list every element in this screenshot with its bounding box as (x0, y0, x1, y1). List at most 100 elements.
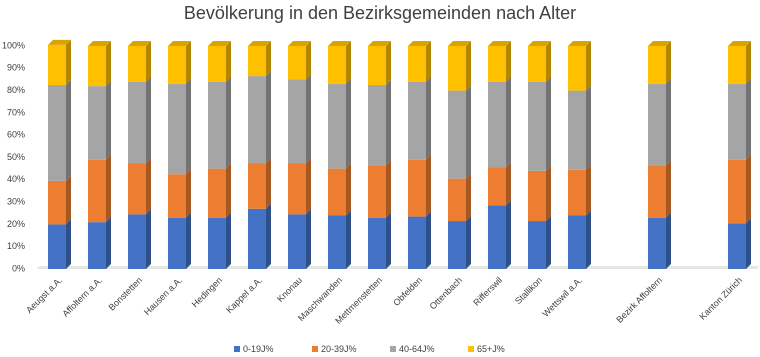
bar-front (328, 83, 346, 169)
x-tick-label: Ottenbach (428, 275, 464, 311)
bar-side (186, 169, 191, 218)
bar-segment (248, 203, 271, 269)
y-tick-label: 90% (7, 63, 25, 73)
x-tick-label: Hausen a.A. (142, 275, 184, 317)
legend-swatch (312, 346, 318, 352)
bar-side (666, 160, 671, 218)
bar-segment (448, 41, 471, 91)
bar-front (368, 85, 386, 166)
bar-segment (208, 163, 231, 218)
bar-side (386, 160, 391, 218)
x-tick-label: Bonstetten (107, 275, 144, 312)
bar-segment (288, 158, 311, 215)
bar-segment (88, 217, 111, 269)
bar-top (728, 41, 751, 46)
x-tick-label: Kappel a.A. (224, 275, 264, 315)
bar-side (186, 212, 191, 269)
bar-side (746, 218, 751, 269)
y-tick-label: 20% (7, 219, 25, 229)
bar-top (128, 41, 151, 46)
bar-segment (208, 41, 231, 82)
bar-front (728, 159, 746, 224)
bar-front (168, 83, 186, 175)
bar-segment (528, 216, 551, 269)
bar-front (488, 81, 506, 168)
bar-top (168, 41, 191, 46)
x-tick-label: Stallikon (513, 275, 544, 306)
bar-segment (288, 74, 311, 164)
bar-segment (248, 71, 271, 164)
bar-side (226, 163, 231, 218)
bar-top (288, 41, 311, 46)
bar-front (248, 46, 266, 77)
bar-side (106, 217, 111, 269)
bar-side (586, 85, 591, 170)
bar-segment (368, 212, 391, 269)
bar-front (528, 170, 546, 222)
y-tick-label: 60% (7, 130, 25, 140)
bar-segment (448, 173, 471, 222)
bar-side (306, 74, 311, 164)
x-tick-label: Obfelden (391, 275, 424, 308)
bar-front (648, 217, 666, 269)
bar-front (528, 46, 546, 82)
bar-side (186, 78, 191, 175)
bar-side (506, 162, 511, 206)
bar-front (208, 168, 226, 218)
bar-segment (128, 209, 151, 269)
bar-side (586, 210, 591, 269)
legend-swatch (390, 346, 396, 352)
bar-side (306, 209, 311, 269)
bar-segment (728, 41, 751, 84)
bar-segment (168, 78, 191, 175)
bar-front (528, 221, 546, 269)
bar-side (466, 173, 471, 222)
y-tick-label: 0% (12, 263, 25, 273)
bar-segment (528, 76, 551, 171)
bar-side (106, 154, 111, 223)
bar-segment (568, 164, 591, 216)
bar-segment (528, 165, 551, 222)
y-tick-label: 30% (7, 196, 25, 206)
bar-top (88, 41, 111, 46)
bar-side (426, 76, 431, 160)
bar-top (448, 41, 471, 46)
bar-side (546, 216, 551, 269)
bar-side (346, 210, 351, 269)
bar-side (586, 164, 591, 216)
bar-segment (288, 41, 311, 80)
bar-segment (48, 219, 71, 269)
bar-segment (728, 154, 751, 224)
bar-side (426, 41, 431, 82)
bar-segment (728, 218, 751, 269)
bar-top (568, 41, 591, 46)
bar-side (386, 41, 391, 86)
bar-side (426, 211, 431, 269)
bar-segment (328, 210, 351, 269)
bar-front (568, 169, 586, 216)
bar-side (226, 41, 231, 82)
bar-top (208, 41, 231, 46)
bar-side (346, 163, 351, 216)
bar-segment (208, 76, 231, 169)
bar-side (546, 41, 551, 82)
bar-segment (648, 212, 671, 269)
bar-side (346, 78, 351, 169)
bar-segment (168, 41, 191, 84)
bar-side (266, 203, 271, 269)
bar-segment (408, 211, 431, 269)
bar-front (488, 167, 506, 206)
bar-side (506, 41, 511, 82)
bar-segment (128, 41, 151, 82)
bar-segment (328, 78, 351, 169)
x-tick-label: Affoltern a.A. (60, 275, 104, 319)
bar-front (368, 217, 386, 269)
bar-segment (368, 41, 391, 86)
bar-side (466, 216, 471, 269)
bar-side (426, 154, 431, 217)
bar-side (346, 41, 351, 84)
x-tick-label: Wettswil a.A. (540, 275, 584, 319)
bar-top (48, 39, 71, 45)
bar-segment (128, 158, 151, 215)
bar-front (528, 81, 546, 171)
